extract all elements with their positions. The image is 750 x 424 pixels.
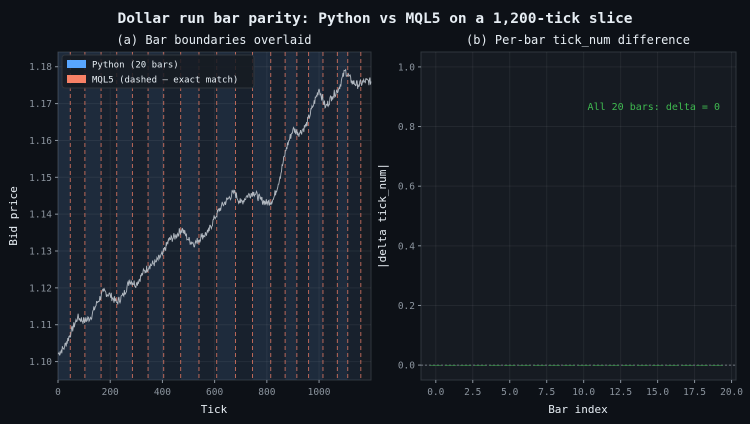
legend-label-mql5: MQL5 (dashed — exact match) [92, 76, 238, 86]
panel-a-y-tick-label-5: 1.15 [29, 173, 52, 184]
python-bar-12 [252, 52, 271, 380]
delta-bar-7 [533, 365, 546, 366]
delta-bar-9 [562, 365, 575, 366]
python-bar-0 [58, 52, 71, 380]
panel-b-y-tick-label-5: 1.0 [398, 62, 415, 73]
panel-a-x-tick-label-3: 600 [206, 387, 223, 398]
panel-b-y-tick-label-3: 0.6 [398, 182, 415, 193]
panel-b-x-ticks: 0.0 2.5 5.0 7.5 10.0 12.5 15.0 17.5 20.0 [427, 380, 743, 398]
delta-bar-8 [548, 365, 561, 366]
panel-a-x-tick-label-0: 0 [55, 387, 61, 398]
delta-bar-14 [636, 365, 649, 366]
legend-swatch-mql5 [67, 75, 86, 83]
delta-bar-6 [518, 365, 531, 366]
panel-b: (b) Per-bar tick_num difference 0.0 2.5 5.… [376, 33, 743, 416]
delta-bar-19 [710, 365, 723, 366]
python-bar-18 [337, 52, 348, 380]
panel-a-y-tick-label-2: 1.12 [29, 283, 52, 294]
python-bar-15 [296, 52, 309, 380]
python-bar-16 [308, 52, 323, 380]
panel-b-y-ticks: 0.0 0.2 0.4 0.6 0.8 1.0 [398, 62, 421, 372]
delta-bar-11 [592, 365, 605, 366]
panel-b-x-tick-label-2: 5.0 [501, 387, 518, 398]
panel-b-x-tick-label-1: 2.5 [464, 387, 481, 398]
delta-bar-5 [503, 365, 516, 366]
delta-bar-0 [429, 365, 442, 366]
panel-a-python-bars [58, 52, 361, 380]
panel-b-y-tick-label-2: 0.4 [398, 241, 415, 252]
python-bar-8 [180, 52, 199, 380]
panel-b-x-tick-label-8: 20.0 [720, 387, 743, 398]
panel-a-y-tick-label-4: 1.14 [29, 210, 52, 221]
panel-b-x-tick-label-3: 7.5 [538, 387, 555, 398]
panel-b-x-tick-label-6: 15.0 [646, 387, 669, 398]
panel-a-y-tick-label-7: 1.17 [29, 99, 52, 110]
panel-a-x-tick-label-4: 800 [258, 387, 275, 398]
panel-b-title: (b) Per-bar tick_num difference [466, 33, 690, 47]
delta-bar-15 [651, 365, 664, 366]
panel-b-x-tick-label-0: 0.0 [427, 387, 444, 398]
panel-a-mql5-boundaries [69, 52, 362, 380]
panel-a-grid [57, 52, 371, 380]
panel-b-x-tick-label-7: 17.5 [683, 387, 706, 398]
panel-a-title: (a) Bar boundaries overlaid [116, 33, 311, 47]
delta-bar-16 [666, 365, 679, 366]
delta-annotation: All 20 bars: delta = 0 [588, 102, 720, 113]
python-bar-5 [132, 52, 149, 380]
panel-a-y-tick-label-8: 1.18 [29, 62, 52, 73]
delta-bar-18 [696, 365, 708, 366]
python-bar-9 [198, 52, 217, 380]
panel-b-x-label: Bar index [548, 403, 608, 416]
delta-bar-4 [489, 365, 501, 366]
python-bar-7 [163, 52, 181, 380]
delta-bar-2 [459, 365, 472, 366]
python-bar-11 [235, 52, 253, 380]
legend-label-python: Python (20 bars) [92, 61, 179, 71]
panel-b-y-tick-label-0: 0.0 [398, 361, 415, 372]
legend-swatch-python [67, 60, 86, 68]
delta-bar-17 [681, 365, 694, 366]
python-bar-14 [285, 52, 297, 380]
panel-a-x-tick-label-2: 400 [154, 387, 171, 398]
python-bar-13 [270, 52, 286, 380]
panel-a-y-tick-label-0: 1.10 [29, 357, 52, 368]
delta-bar-1 [444, 365, 457, 366]
panel-a-y-label: Bid price [7, 186, 20, 246]
python-bar-19 [347, 52, 361, 380]
python-bar-2 [84, 52, 102, 380]
python-bar-3 [101, 52, 117, 380]
delta-bar-13 [622, 365, 634, 366]
python-bar-6 [148, 52, 164, 380]
panel-b-plot-area [420, 51, 737, 381]
python-bar-1 [70, 52, 85, 380]
legend-box [61, 54, 255, 89]
delta-bar-12 [607, 365, 620, 366]
python-bar-17 [322, 52, 338, 380]
panel-a-x-ticks: 0 200 400 600 800 1000 [55, 380, 331, 398]
panel-a-y-tick-label-3: 1.13 [29, 247, 52, 258]
bid-price-line [57, 68, 372, 356]
panel-b-y-tick-label-4: 0.8 [398, 122, 415, 133]
panel-a-x-tick-label-1: 200 [102, 387, 119, 398]
python-bar-10 [216, 52, 236, 380]
figure-title: Dollar run bar parity: Python vs MQL5 on… [117, 11, 632, 27]
legend: Python (20 bars) MQL5 (dashed — exact ma… [61, 54, 255, 89]
panel-b-y-label: |delta tick_num| [376, 163, 389, 269]
delta-bar-10 [577, 365, 590, 366]
panel-a-x-label: Tick [201, 403, 228, 416]
panel-a-x-tick-label-5: 1000 [308, 387, 331, 398]
panel-b-bars [429, 365, 723, 366]
panel-a-y-tick-label-1: 1.11 [29, 320, 52, 331]
panel-b-x-tick-label-4: 10.0 [572, 387, 595, 398]
panel-a-y-ticks: 1.10 1.11 1.12 1.13 1.14 1.15 1.16 1.17 1.18 [29, 62, 58, 368]
delta-bar-3 [474, 365, 487, 366]
panel-b-y-tick-label-1: 0.2 [398, 301, 415, 312]
panel-b-x-tick-label-5: 12.5 [609, 387, 632, 398]
panel-a: (a) Bar boundaries overlaid 0 200 400 600 80… [7, 33, 372, 416]
python-bar-4 [116, 52, 133, 380]
panel-a-y-tick-label-6: 1.16 [29, 136, 52, 147]
